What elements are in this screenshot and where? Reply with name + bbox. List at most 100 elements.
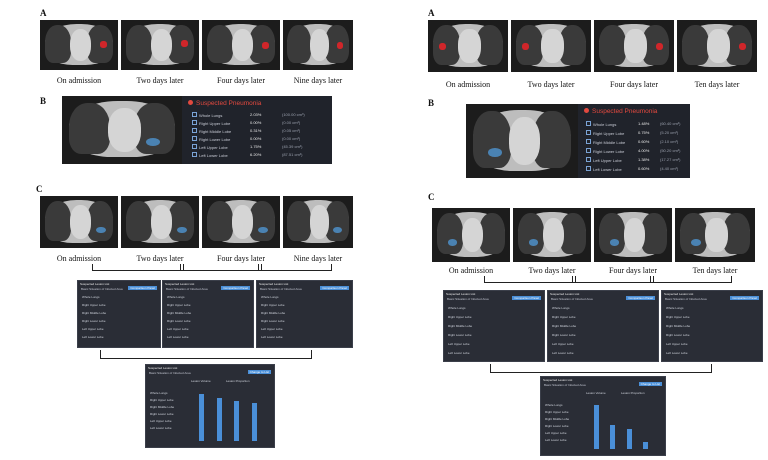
lobe-row: Left Lower Lobe — [167, 335, 189, 339]
comparison-chart-panel: Suspected Lesion List Basic Situation of… — [145, 364, 275, 448]
legend-item: Lesion Proportion — [621, 391, 645, 395]
chart-bar — [251, 403, 257, 441]
panel-subtitle: Basic Situation of Infected Area — [551, 297, 593, 301]
bracket — [258, 264, 332, 271]
lobe-row: Right Lower Lobe — [448, 333, 472, 337]
chart-title: Basic Situation of Infected Area — [149, 371, 191, 375]
lobe-label: Left Lower Lobe — [593, 167, 622, 172]
report-title: Suspected Pneumonia — [196, 100, 262, 107]
comparison-button[interactable]: Comparison Panel — [221, 286, 250, 290]
change-list-button[interactable]: Change to List — [247, 370, 271, 374]
lobe-row: Right Lower Lobe — [261, 319, 285, 323]
bracket — [650, 276, 732, 283]
panel-header: Suspected Lesion List — [80, 282, 110, 286]
lobe-row: Left Lower Lobe — [552, 351, 574, 355]
lesion-list-panel: Suspected Lesion List Basic Situation of… — [443, 290, 545, 362]
lobe-row: Whole Lungs — [261, 295, 279, 299]
lobe-row: Left Lower Lobe — [545, 438, 567, 442]
lobe-label: Left Upper Lobe — [593, 158, 622, 163]
comparison-button[interactable]: Comparison Panel — [730, 296, 759, 300]
panel-label-b: B — [40, 96, 47, 106]
comparison-button[interactable]: Comparison Panel — [128, 286, 157, 290]
caption: Two days later — [136, 254, 184, 263]
lobe-value: 1.75% — [250, 144, 262, 149]
lobe-row: Whole Lungs — [552, 306, 570, 310]
caption: On admission — [56, 254, 102, 263]
panel-header: Suspected Lesion List — [259, 282, 289, 286]
ct-image — [466, 104, 578, 178]
panel-header: Suspected Lesion List — [664, 292, 694, 296]
lobe-row: Right Middle Lobe — [82, 311, 107, 315]
ct-image — [202, 20, 280, 70]
legend-item: Lesion Proportion — [226, 379, 250, 383]
lobe-label: Right Middle Lobe — [593, 140, 626, 145]
lesion-list-panel: Suspected Lesion List Basic Situation of… — [547, 290, 659, 362]
lobe-row: Right Upper Lobe — [448, 315, 472, 319]
ct-image — [675, 208, 755, 262]
lobe-volume: (17.27 cm³) — [660, 157, 681, 162]
lobe-value: 4.00% — [638, 148, 650, 153]
lobe-row: Right Middle Lobe — [261, 311, 286, 315]
lesion-list-panel: Suspected Lesion List Basic Situation of… — [256, 280, 353, 348]
lobe-row: Whole Lungs — [448, 306, 466, 310]
lobe-row: Right Upper Lobe — [261, 303, 285, 307]
caption: Nine days later — [293, 254, 343, 263]
lobe-volume: (2.10 cm³) — [660, 139, 679, 144]
panel-header: Suspected Lesion List — [550, 292, 580, 296]
ct-image — [121, 20, 199, 70]
lobe-row: Whole Lungs — [167, 295, 185, 299]
panel-label-c: C — [428, 192, 435, 202]
lobe-row: Right Middle Lobe — [545, 417, 570, 421]
caption: Two days later — [136, 76, 184, 85]
caption: On admission — [56, 76, 102, 85]
chart-bar — [626, 429, 632, 449]
chart-bar — [216, 398, 222, 441]
ct-image — [594, 20, 674, 72]
ct-image — [432, 208, 510, 262]
lobe-volume: (4.40 cm³) — [660, 166, 679, 171]
ct-image — [202, 196, 280, 248]
lobe-row: Right Middle Lobe — [448, 324, 473, 328]
panel-label-b: B — [428, 98, 435, 108]
lobe-row: Right Middle Lobe — [150, 405, 175, 409]
chart-bar — [643, 442, 649, 449]
lobe-row: Right Middle Lobe — [666, 324, 691, 328]
change-list-button[interactable]: Change to List — [638, 382, 662, 386]
lobe-volume: (50.20 cm³) — [660, 148, 681, 153]
chart-title: Basic Situation of Infected Area — [544, 383, 586, 387]
ct-image — [40, 196, 118, 248]
lobe-row: Right Lower Lobe — [82, 319, 106, 323]
ct-image — [283, 196, 353, 248]
comparison-button[interactable]: Comparison Panel — [512, 296, 541, 300]
bracket — [180, 264, 262, 271]
panel-subtitle: Basic Situation of Infected Area — [260, 287, 302, 291]
lobe-row: Right Upper Lobe — [150, 398, 174, 402]
panel-label-a: A — [428, 8, 435, 18]
lobe-row: Right Lower Lobe — [150, 412, 174, 416]
caption: Ten days later — [694, 80, 740, 89]
lobe-row: Right Upper Lobe — [552, 315, 576, 319]
lobe-value: 6.20% — [250, 152, 262, 157]
lobe-value: 1.38% — [638, 157, 650, 162]
panel-header: Suspected Lesion List — [165, 282, 195, 286]
caption: Four days later — [610, 80, 658, 89]
lobe-label: Right Upper Lobe — [593, 131, 625, 136]
lobe-label: Right Middle Lobe — [199, 129, 232, 134]
lobe-row: Whole Lungs — [545, 403, 563, 407]
lobe-label: Whole Lungs — [593, 122, 617, 127]
lobe-label: Right Upper Lobe — [199, 121, 231, 126]
legend-item: Lesion Volume — [191, 379, 211, 383]
lobe-row: Left Lower Lobe — [261, 335, 283, 339]
lobe-row: Right Upper Lobe — [545, 410, 569, 414]
report-title: Suspected Pneumonia — [592, 108, 658, 115]
ct-image — [677, 20, 757, 72]
panel-subtitle: Basic Situation of Infected Area — [166, 287, 208, 291]
comparison-button[interactable]: Comparison Panel — [626, 296, 655, 300]
ct-image — [62, 96, 182, 164]
lobe-row: Left Upper Lobe — [552, 342, 574, 346]
bracket — [572, 276, 654, 283]
bracket — [484, 276, 576, 283]
panel-header: Suspected Lesion List — [543, 378, 573, 382]
comparison-button[interactable]: Comparison Panel — [320, 286, 349, 290]
lobe-row: Left Upper Lobe — [448, 342, 470, 346]
